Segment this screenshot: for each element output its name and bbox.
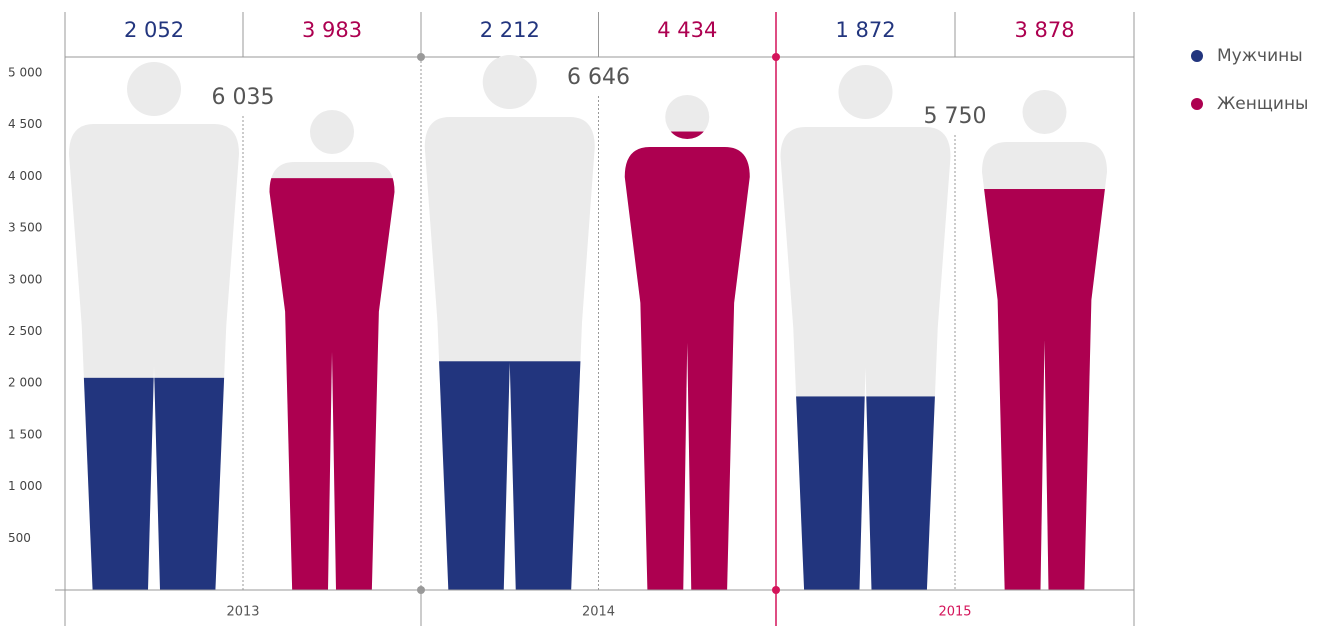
y-tick-label: 500 [8,531,31,545]
y-tick-label: 4 000 [8,169,42,183]
value-label: 2 212 [480,18,540,42]
value-label: 3 878 [1014,18,1074,42]
value-label: 2 052 [124,18,184,42]
y-tick-label: 4 500 [8,117,42,131]
x-tick-label: 2013 [226,605,259,620]
bar [269,178,395,590]
bar [780,396,951,590]
value-label: 1 872 [835,18,895,42]
legend-label: Женщины [1217,94,1308,114]
legend-label: Мужчины [1217,46,1303,66]
x-tick-label: 2014 [582,605,615,620]
y-tick-label: 2 000 [8,376,42,390]
x-tick-label: 2015 [938,605,971,620]
legend-marker [1191,98,1203,110]
y-tick-label: 1 000 [8,479,42,493]
bar [69,377,239,590]
dot [417,586,425,594]
total-label: 5 750 [924,104,987,129]
value-label: 3 983 [302,18,362,42]
value-label: 4 434 [657,18,717,42]
legend-marker [1191,50,1203,62]
bar [982,189,1107,590]
y-tick-label: 2 500 [8,324,42,338]
bar [424,361,595,590]
total-label: 6 646 [567,65,630,90]
dot [772,586,780,594]
dot [417,53,425,61]
bar [624,131,750,590]
dot [772,53,780,61]
y-tick-label: 5 000 [8,66,42,80]
total-label: 6 035 [212,85,275,110]
y-tick-label: 3 000 [8,272,42,286]
y-tick-label: 1 500 [8,427,42,441]
y-tick-label: 3 500 [8,221,42,235]
